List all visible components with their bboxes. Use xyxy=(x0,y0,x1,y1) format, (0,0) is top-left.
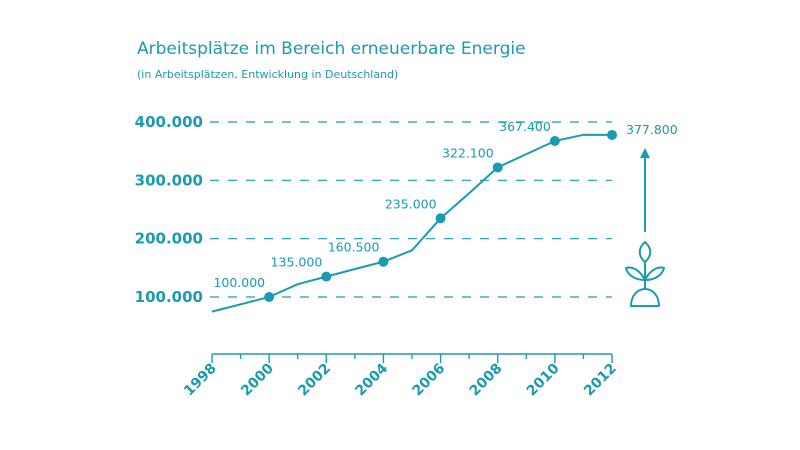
data-point xyxy=(549,136,560,147)
data-label: 367.400 xyxy=(499,119,551,134)
x-tick-label: 2002 xyxy=(295,361,334,400)
series-line xyxy=(211,133,613,313)
x-tick-label: 2008 xyxy=(467,361,506,400)
chart-title: Arbeitsplätze im Bereich erneuerbare Ene… xyxy=(137,39,526,59)
data-point xyxy=(492,162,503,173)
y-tick-label: 400.000 xyxy=(135,113,203,131)
data-label: 135.000 xyxy=(271,255,323,270)
y-tick-label: 300.000 xyxy=(135,171,203,189)
data-label: 322.100 xyxy=(442,145,494,160)
data-label: 235.000 xyxy=(385,196,437,211)
data-point xyxy=(321,271,332,282)
data-point xyxy=(435,213,446,224)
x-tick-label: 2000 xyxy=(238,360,277,399)
y-tick-label: 100.000 xyxy=(135,288,203,306)
data-labels: 100.000 135.000 160.500 235.000 322.100 367.4… xyxy=(213,119,677,290)
x-tick-label: 2012 xyxy=(581,361,620,400)
x-tick-label: 2010 xyxy=(524,360,563,399)
y-axis-ticks: 100.000 200.000 300.000 400.000 xyxy=(135,113,203,306)
seedling-icon xyxy=(625,241,665,307)
x-axis: 1998 2000 2002 2004 2006 2008 2010 2012 xyxy=(181,353,620,400)
data-point xyxy=(607,129,617,140)
chart-subtitle: (in Arbeitsplätzen, Entwicklung in Deuts… xyxy=(137,68,399,81)
data-point xyxy=(264,292,275,302)
data-label: 377.800 xyxy=(626,122,678,137)
up-arrow-icon xyxy=(640,148,650,232)
grid-lines xyxy=(210,121,612,298)
data-label: 160.500 xyxy=(328,240,380,255)
data-points xyxy=(264,129,617,302)
series-line-group xyxy=(211,133,613,313)
x-tick-label: 2004 xyxy=(352,360,391,399)
data-label: 100.000 xyxy=(213,275,265,290)
y-tick-label: 200.000 xyxy=(135,230,203,248)
data-point xyxy=(378,256,389,267)
x-tick-label: 2006 xyxy=(410,361,449,400)
x-tick-label: 1998 xyxy=(181,361,220,400)
